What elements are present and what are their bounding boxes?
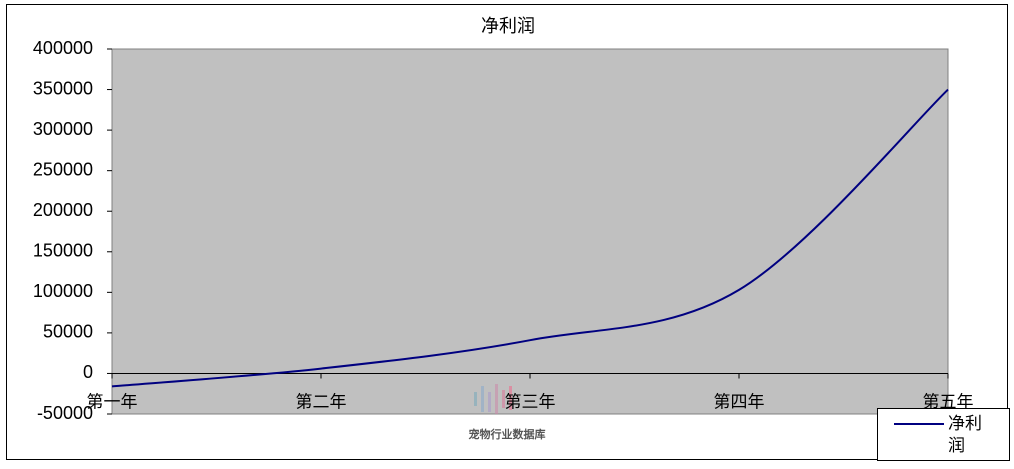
plot-area	[111, 48, 949, 415]
y-tick-label: 0	[83, 362, 93, 382]
legend	[877, 408, 1010, 461]
watermark: 宠物行业数据库	[469, 427, 546, 441]
y-tick-label: 300000	[33, 119, 93, 139]
watermark-icon	[474, 384, 512, 414]
x-tick-label: 第四年	[714, 392, 765, 412]
y-tick-label: -50000	[37, 403, 93, 423]
y-tick-label: 250000	[33, 159, 93, 179]
y-tick-label: 100000	[33, 281, 93, 301]
legend-label: 净利润	[948, 414, 982, 456]
x-tick-label: 第三年	[505, 392, 556, 412]
chart-title: 净利润	[481, 16, 535, 37]
x-tick-label: 第一年	[87, 392, 138, 412]
y-tick-label: 150000	[33, 241, 93, 261]
x-tick-label: 第五年	[923, 392, 974, 412]
y-tick-label: 200000	[33, 200, 93, 220]
y-tick-label: 350000	[33, 78, 93, 98]
line	[111, 88, 949, 388]
x-tick-label: 第二年	[296, 392, 347, 412]
y-tick-label: 50000	[43, 322, 93, 342]
y-tick-label: 400000	[33, 38, 93, 58]
